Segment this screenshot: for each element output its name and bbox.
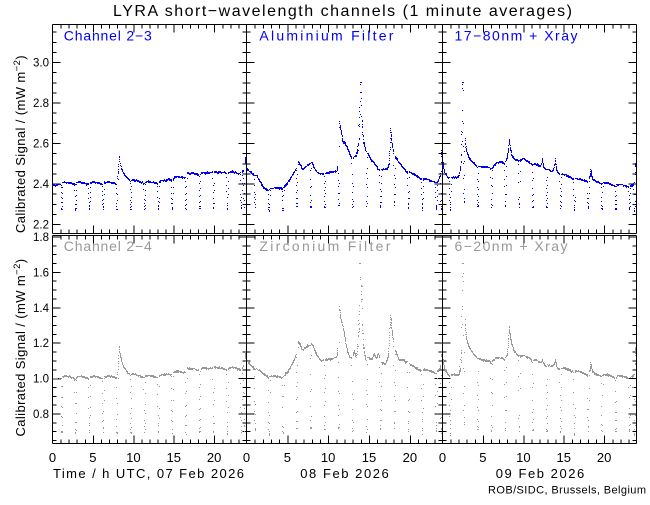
svg-text:Zirconium Filter: Zirconium Filter — [259, 238, 390, 254]
svg-text:LYRA short−wavelength channels: LYRA short−wavelength channels (1 minute… — [113, 3, 572, 20]
svg-text:Channel 2−3: Channel 2−3 — [64, 28, 152, 44]
svg-text:Calibrated Signal / (mW m−2): Calibrated Signal / (mW m−2) — [12, 55, 28, 233]
svg-text:10: 10 — [126, 450, 140, 465]
svg-text:2.4: 2.4 — [33, 179, 50, 191]
svg-text:1.2: 1.2 — [33, 338, 49, 350]
svg-text:10: 10 — [321, 450, 335, 465]
svg-text:1.0: 1.0 — [33, 374, 49, 386]
svg-text:3.0: 3.0 — [33, 58, 49, 70]
svg-text:2.6: 2.6 — [33, 139, 49, 151]
svg-text:1.4: 1.4 — [33, 303, 50, 315]
svg-text:20: 20 — [597, 450, 611, 465]
svg-text:15: 15 — [557, 450, 571, 465]
svg-text:ROB/SIDC, Brussels, Belgium: ROB/SIDC, Brussels, Belgium — [488, 485, 646, 497]
svg-text:20: 20 — [403, 450, 417, 465]
svg-text:5: 5 — [89, 450, 96, 465]
svg-text:09 Feb 2026: 09 Feb 2026 — [496, 466, 585, 481]
svg-text:Time / h UTC, 07 Feb 2026: Time / h UTC, 07 Feb 2026 — [53, 466, 244, 481]
svg-text:20: 20 — [207, 450, 221, 465]
svg-text:2.8: 2.8 — [33, 98, 49, 110]
svg-text:Channel 2−4: Channel 2−4 — [64, 238, 152, 254]
svg-text:0: 0 — [439, 450, 446, 465]
svg-text:0.8: 0.8 — [33, 409, 49, 421]
svg-text:0: 0 — [49, 450, 56, 465]
svg-text:2.2: 2.2 — [33, 220, 49, 232]
svg-text:5: 5 — [284, 450, 291, 465]
svg-text:17−80nm + Xray: 17−80nm + Xray — [455, 28, 578, 44]
svg-text:1.8: 1.8 — [33, 232, 49, 244]
svg-text:10: 10 — [516, 450, 530, 465]
svg-text:5: 5 — [479, 450, 486, 465]
svg-text:Calibrated Signal / (mW m−2): Calibrated Signal / (mW m−2) — [12, 258, 28, 436]
svg-text:1.6: 1.6 — [33, 267, 49, 279]
svg-text:Aluminium Filter: Aluminium Filter — [259, 28, 393, 44]
svg-text:6−20nm + Xray: 6−20nm + Xray — [455, 238, 568, 254]
svg-text:15: 15 — [362, 450, 376, 465]
svg-text:0: 0 — [243, 450, 250, 465]
svg-text:15: 15 — [167, 450, 181, 465]
svg-text:08 Feb 2026: 08 Feb 2026 — [300, 466, 389, 481]
